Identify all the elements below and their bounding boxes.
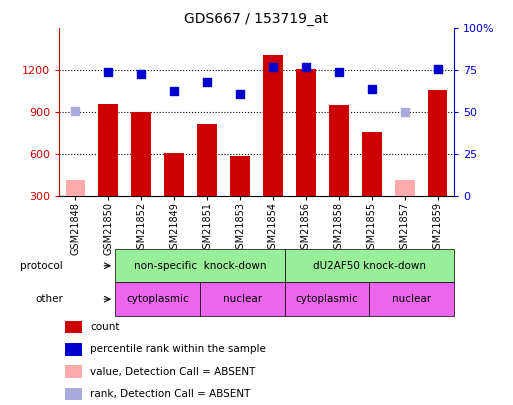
Point bbox=[236, 91, 244, 97]
Point bbox=[71, 107, 80, 114]
Bar bbox=[131, 112, 151, 196]
Bar bbox=[65, 365, 82, 378]
Bar bbox=[115, 249, 285, 283]
Text: other: other bbox=[35, 294, 63, 304]
Bar bbox=[394, 180, 415, 196]
Bar bbox=[200, 283, 285, 316]
Bar bbox=[296, 69, 315, 196]
Point bbox=[368, 85, 376, 92]
Text: rank, Detection Call = ABSENT: rank, Detection Call = ABSENT bbox=[90, 389, 251, 399]
Point bbox=[302, 64, 310, 70]
Text: dU2AF50 knock-down: dU2AF50 knock-down bbox=[313, 261, 426, 271]
Point bbox=[269, 64, 277, 70]
Bar bbox=[65, 343, 82, 356]
Bar bbox=[66, 180, 85, 196]
Text: cytoplasmic: cytoplasmic bbox=[295, 294, 359, 304]
Text: nuclear: nuclear bbox=[392, 294, 431, 304]
Point bbox=[137, 70, 145, 77]
Bar bbox=[65, 321, 82, 333]
Bar bbox=[329, 105, 349, 196]
Point bbox=[104, 69, 112, 75]
Point bbox=[170, 87, 179, 94]
Text: value, Detection Call = ABSENT: value, Detection Call = ABSENT bbox=[90, 367, 255, 377]
Text: non-specific  knock-down: non-specific knock-down bbox=[134, 261, 266, 271]
Text: count: count bbox=[90, 322, 120, 332]
Bar bbox=[285, 283, 369, 316]
Point bbox=[433, 66, 442, 72]
Text: percentile rank within the sample: percentile rank within the sample bbox=[90, 344, 266, 354]
Bar bbox=[428, 90, 447, 196]
Text: nuclear: nuclear bbox=[223, 294, 262, 304]
Bar bbox=[230, 156, 250, 196]
Bar bbox=[285, 249, 454, 283]
Point bbox=[334, 69, 343, 75]
Bar bbox=[362, 132, 382, 196]
Bar bbox=[98, 104, 118, 196]
Text: protocol: protocol bbox=[21, 261, 63, 271]
Title: GDS667 / 153719_at: GDS667 / 153719_at bbox=[185, 12, 328, 26]
Bar bbox=[197, 124, 217, 196]
Bar bbox=[164, 153, 184, 196]
Text: cytoplasmic: cytoplasmic bbox=[126, 294, 189, 304]
Bar bbox=[65, 388, 82, 400]
Bar bbox=[263, 55, 283, 196]
Point bbox=[401, 109, 409, 116]
Bar bbox=[369, 283, 454, 316]
Point bbox=[203, 79, 211, 85]
Bar bbox=[115, 283, 200, 316]
